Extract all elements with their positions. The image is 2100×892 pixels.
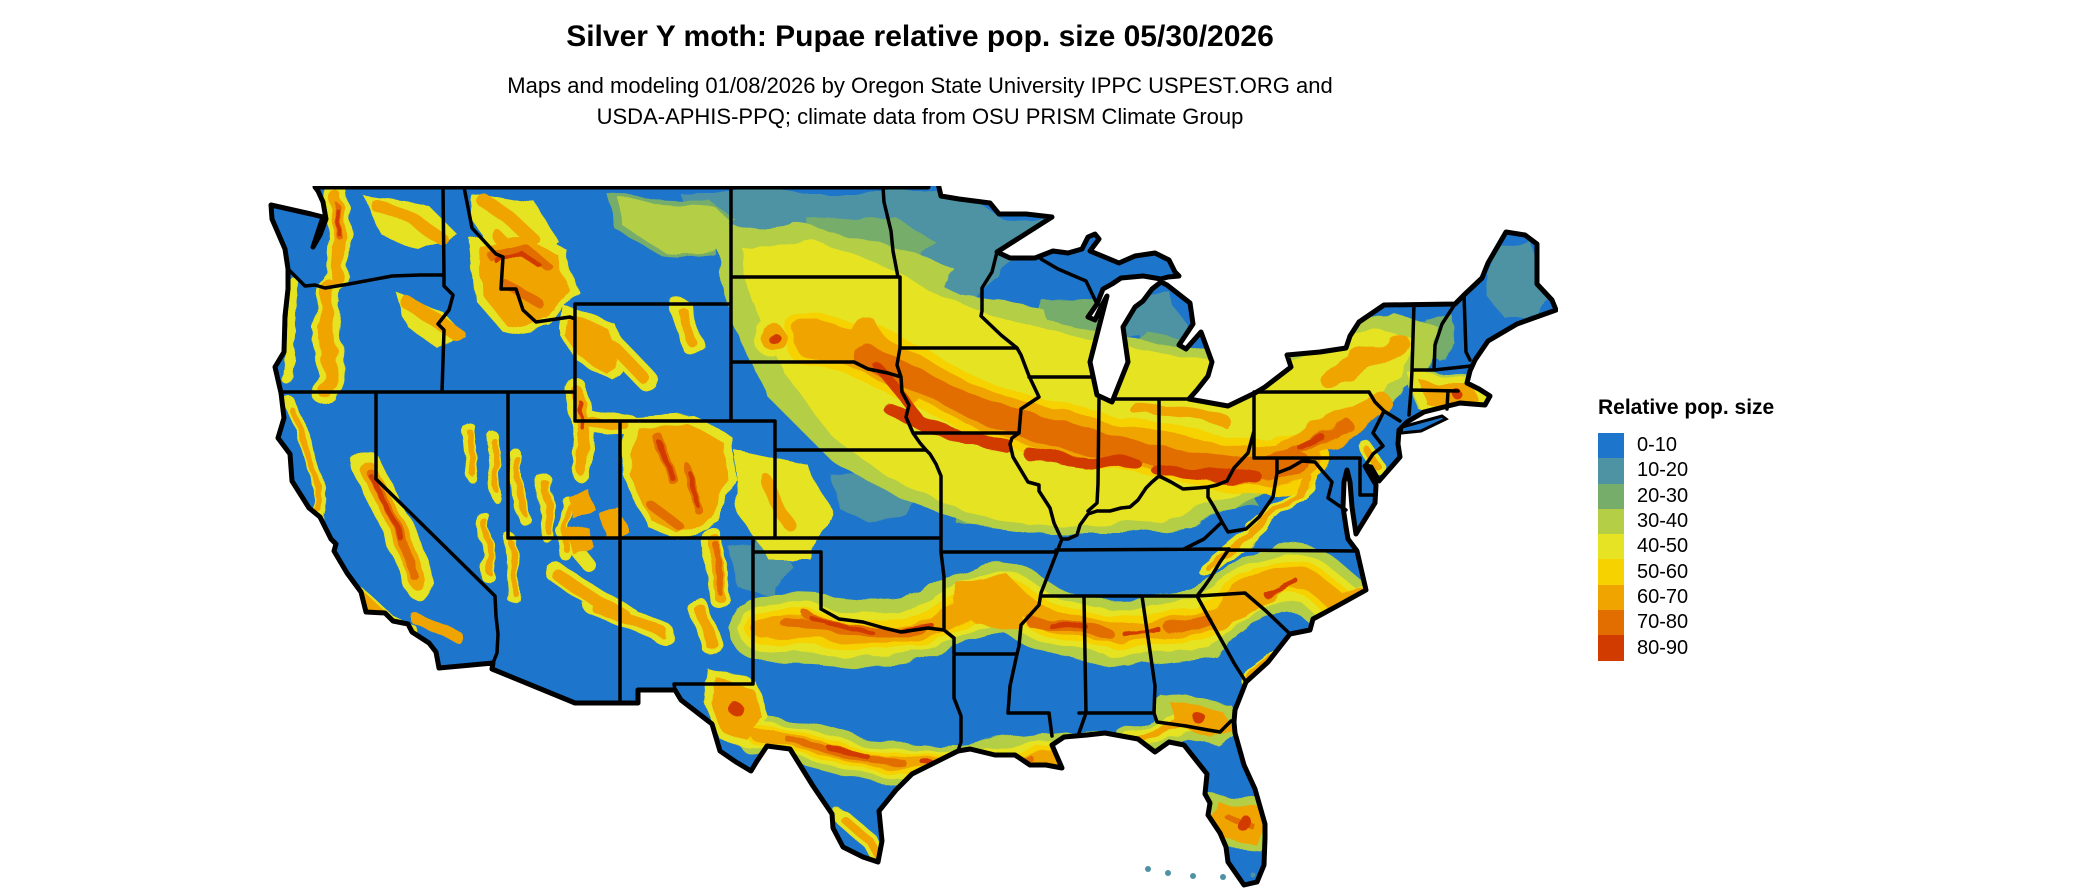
long-island: [1399, 414, 1449, 435]
legend-title: Relative pop. size: [1598, 396, 1775, 419]
legend-label: 30-40: [1637, 510, 1689, 533]
state-borders: [279, 186, 1473, 753]
legend-label: 40-50: [1637, 535, 1689, 558]
legend-row: 30-40: [1598, 508, 1774, 535]
legend-swatch-10-20: [1598, 458, 1624, 484]
legend-swatch-40-50: [1598, 534, 1624, 560]
legend-row: 70-80: [1598, 610, 1774, 636]
legend-swatch-50-60: [1598, 559, 1624, 585]
legend-swatch-0-10: [1598, 433, 1624, 459]
header: Silver Y moth: Pupae relative pop. size …: [270, 18, 1570, 133]
legend-row: 0-10: [1598, 433, 1774, 459]
legend-row: 40-50: [1598, 534, 1774, 560]
subtitle-line-2: USDA-APHIS-PPQ; climate data from OSU PR…: [596, 104, 1244, 130]
legend-row: 80-90: [1598, 635, 1774, 661]
legend-swatch-60-70: [1598, 584, 1624, 611]
legend-row: 20-30: [1598, 483, 1774, 509]
legend-label: 50-60: [1637, 560, 1689, 583]
legend-swatch-30-40: [1598, 508, 1624, 535]
legend-row: 10-20: [1598, 458, 1774, 484]
map-subtitle: Maps and modeling 01/08/2026 by Oregon S…: [270, 70, 1570, 134]
legend-row: 60-70: [1598, 584, 1774, 611]
us-map-svg: [268, 186, 1558, 888]
legend: Relative pop. size 0-10 10-20 20-30 30-40 40…: [1598, 396, 1774, 661]
legend-rows: 0-10 10-20 20-30 30-40 40-50 50-60 60-70 70-80 8…: [1598, 433, 1774, 661]
legend-label: 70-80: [1637, 611, 1689, 634]
legend-label: 20-30: [1637, 484, 1689, 507]
map-title: Silver Y moth: Pupae relative pop. size …: [566, 20, 1274, 53]
subtitle-line-1: Maps and modeling 01/08/2026 by Oregon S…: [507, 72, 1333, 98]
florida-keys: [1145, 866, 1256, 880]
legend-swatch-70-80: [1598, 610, 1624, 636]
legend-label: 80-90: [1637, 636, 1689, 659]
legend-swatch-80-90: [1598, 635, 1624, 661]
legend-label: 60-70: [1637, 585, 1689, 608]
legend-swatch-20-30: [1598, 483, 1624, 509]
legend-row: 50-60: [1598, 559, 1774, 585]
legend-label: 0-10: [1637, 434, 1678, 457]
us-population-map: [268, 186, 1558, 888]
legend-label: 10-20: [1637, 459, 1689, 482]
